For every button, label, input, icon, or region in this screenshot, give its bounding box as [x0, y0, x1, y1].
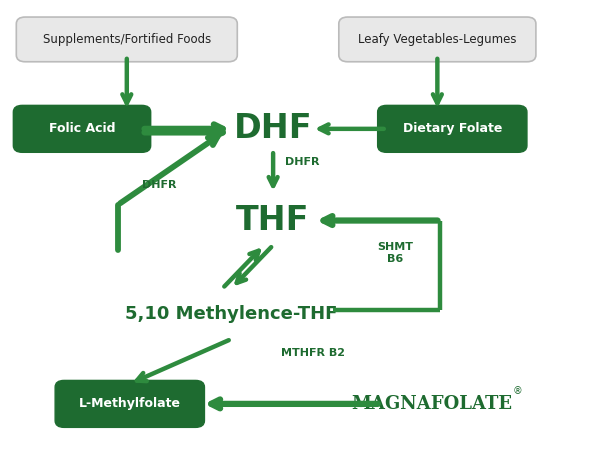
Text: Dietary Folate: Dietary Folate — [403, 122, 502, 135]
Text: ®: ® — [513, 387, 523, 396]
FancyBboxPatch shape — [13, 105, 151, 153]
Text: 5,10 Methylence-THF: 5,10 Methylence-THF — [125, 306, 338, 324]
FancyBboxPatch shape — [55, 380, 205, 428]
Text: DHFR: DHFR — [285, 158, 320, 167]
Text: DHF: DHF — [234, 112, 313, 145]
Text: SHMT
B6: SHMT B6 — [377, 242, 413, 264]
Text: Folic Acid: Folic Acid — [49, 122, 115, 135]
FancyBboxPatch shape — [339, 17, 536, 62]
Text: L-Methylfolate: L-Methylfolate — [79, 397, 181, 410]
FancyBboxPatch shape — [16, 17, 237, 62]
Text: MAGNAFOLATE: MAGNAFOLATE — [351, 395, 512, 413]
Text: MTHFR B2: MTHFR B2 — [281, 348, 345, 358]
Text: THF: THF — [236, 204, 310, 237]
Text: Supplements/Fortified Foods: Supplements/Fortified Foods — [43, 33, 211, 46]
FancyBboxPatch shape — [377, 105, 527, 153]
Text: DHFR: DHFR — [142, 180, 176, 190]
Text: Leafy Vegetables-Legumes: Leafy Vegetables-Legumes — [358, 33, 517, 46]
